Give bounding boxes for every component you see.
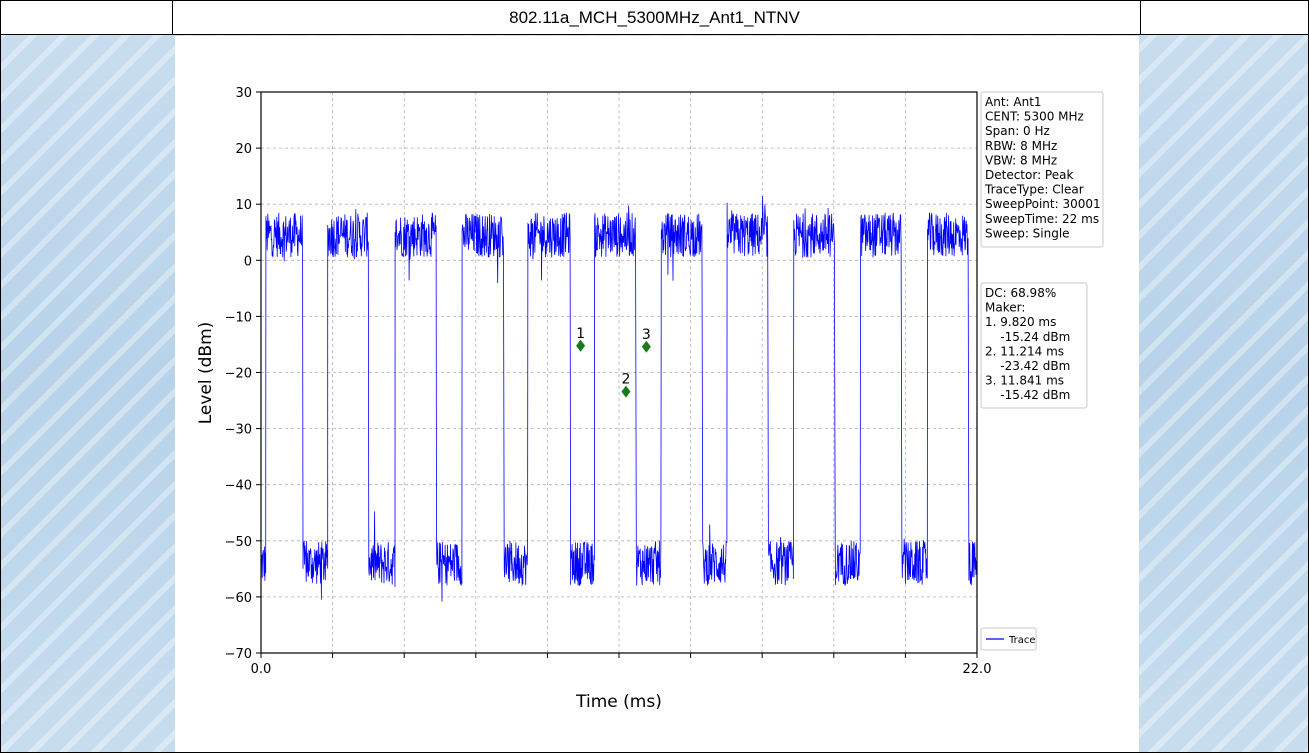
marker-label: 3 xyxy=(642,327,651,343)
legend: Trace xyxy=(980,627,1037,651)
y-tick-label: −20 xyxy=(225,367,252,382)
x-tick-label: 0.0 xyxy=(251,662,272,677)
info-box-line: CENT: 5300 MHz xyxy=(985,110,1084,124)
y-axis-label: Level (dBm) xyxy=(196,322,216,425)
x-axis-label: Time (ms) xyxy=(575,692,662,712)
title-divider-right xyxy=(1140,1,1141,35)
y-tick-label: 10 xyxy=(235,198,252,213)
legend-frame xyxy=(980,627,1037,651)
legend-label: Trace xyxy=(1008,635,1036,646)
info-box-line: Ant: Ant1 xyxy=(985,95,1042,109)
marker-box-line: -15.42 dBm xyxy=(985,388,1070,402)
info-box-frame xyxy=(980,91,1104,248)
y-tick-label: −50 xyxy=(225,535,252,550)
info-box-line: VBW: 8 MHz xyxy=(985,153,1057,167)
marker-box-line: -23.42 dBm xyxy=(985,359,1070,373)
title-divider-left xyxy=(172,1,173,35)
y-tick-label: 20 xyxy=(235,142,252,157)
marker-box-line: DC: 68.98% xyxy=(985,286,1056,300)
spectrum-chart: 1 2 3 30 20 10 0 −10 −20 −30 −40 −50 −60 −70 0.0 22.0… xyxy=(196,86,1104,712)
y-tick-label: 30 xyxy=(235,86,252,101)
plot-panel: 1 2 3 30 20 10 0 −10 −20 −30 −40 −50 −60 −70 0.0 22.0… xyxy=(175,36,1139,752)
y-tick-label: −30 xyxy=(225,423,252,438)
y-tick-label: −40 xyxy=(225,479,252,494)
marker-box-line: 2. 11.214 ms xyxy=(985,344,1064,358)
marker-diamond xyxy=(576,339,586,352)
marker-box-line: 3. 11.841 ms xyxy=(985,374,1064,388)
info-box-line: Span: 0 Hz xyxy=(985,124,1050,138)
marker-diamond xyxy=(641,340,651,353)
marker-box: DC: 68.98%Maker:1. 9.820 ms -15.24 dBm2.… xyxy=(980,282,1088,409)
title-bar: 802.11a_MCH_5300MHz_Ant1_NTNV xyxy=(1,1,1308,35)
marker-points: 1 2 3 xyxy=(576,326,651,398)
info-box-line: Detector: Peak xyxy=(985,168,1073,182)
info-box-line: SweepTime: 22 ms xyxy=(985,212,1099,226)
y-tick-label: −60 xyxy=(225,591,252,606)
marker-label: 2 xyxy=(622,372,631,388)
marker-box-line: Maker: xyxy=(985,301,1025,315)
marker-box-line: -15.24 dBm xyxy=(985,330,1070,344)
info-box-line: RBW: 8 MHz xyxy=(985,139,1057,153)
y-tick-label: −10 xyxy=(225,310,252,325)
y-tick-label: 0 xyxy=(244,254,252,269)
marker-box-frame xyxy=(980,282,1088,409)
info-box-line: Sweep: Single xyxy=(985,226,1070,240)
grid-lines xyxy=(261,92,977,653)
page-title: 802.11a_MCH_5300MHz_Ant1_NTNV xyxy=(509,8,800,27)
trace-line xyxy=(260,195,978,602)
y-axis-ticks: 30 20 10 0 −10 −20 −30 −40 −50 −60 −70 xyxy=(225,86,261,662)
info-box-line: TraceType: Clear xyxy=(984,183,1084,197)
marker-diamond xyxy=(621,385,631,398)
x-tick-label: 22.0 xyxy=(963,662,992,677)
trace-series xyxy=(260,195,978,602)
y-tick-label: −70 xyxy=(225,647,252,662)
info-box-line: SweepPoint: 30001 xyxy=(985,197,1101,211)
x-axis-ticks: 0.0 22.0 xyxy=(251,653,992,677)
marker-box-line: 1. 9.820 ms xyxy=(985,315,1056,329)
marker-label: 1 xyxy=(576,326,585,342)
